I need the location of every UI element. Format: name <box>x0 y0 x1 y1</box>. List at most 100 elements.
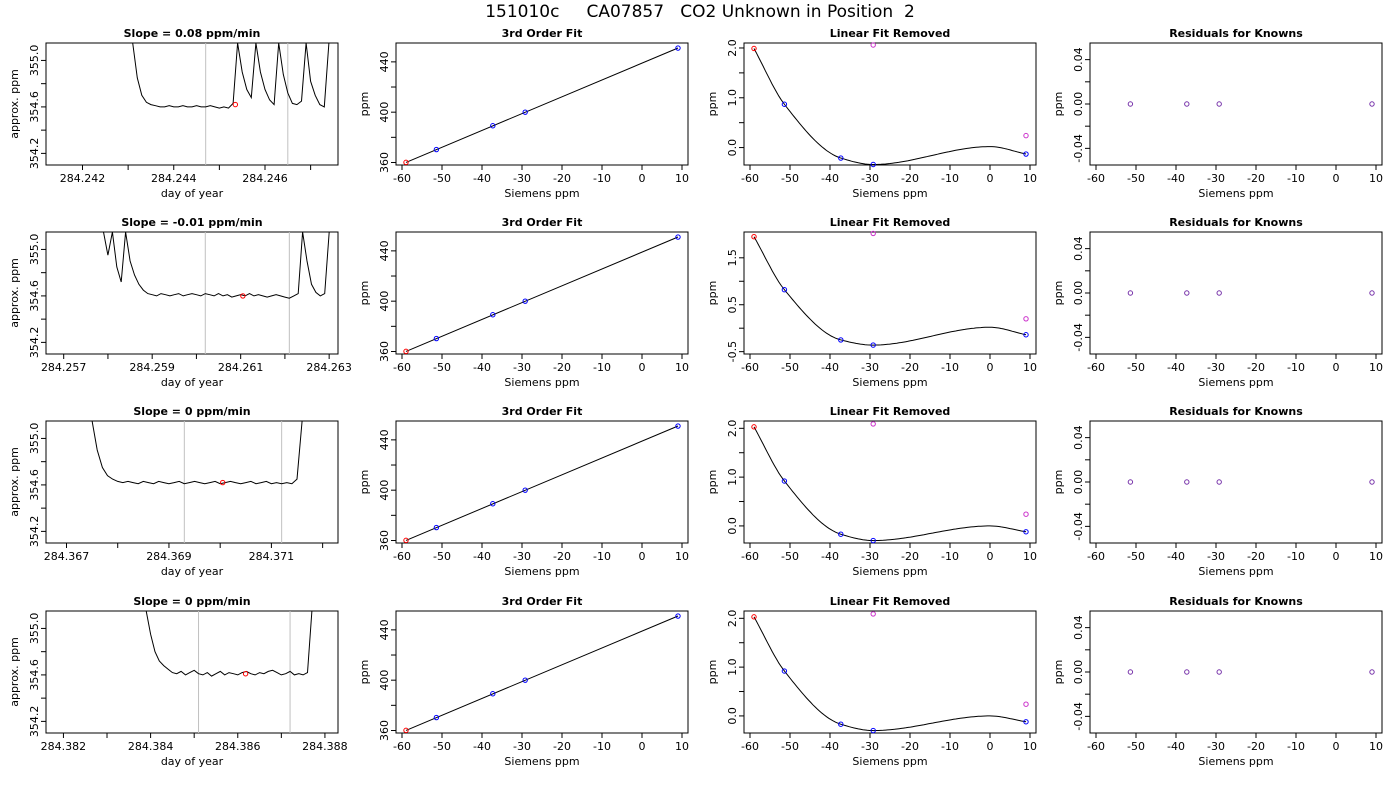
y-tick-label: 354.2 <box>28 327 41 359</box>
y-tick-label: 360 <box>378 720 391 741</box>
data-point-known-points <box>1023 719 1029 725</box>
data-point-known-points <box>433 146 440 153</box>
x-tick-label: 10 <box>1369 172 1383 185</box>
data-point-current-point <box>403 159 409 166</box>
x-tick-label: -40 <box>473 550 491 563</box>
data-point-residual-points <box>1184 669 1190 675</box>
series-line <box>132 43 330 109</box>
chart-title: 3rd Order Fit <box>502 27 583 40</box>
data-point-known-points <box>781 478 788 484</box>
y-tick-label: 1.0 <box>726 658 739 676</box>
chart-title: Slope = 0 ppm/min <box>133 405 250 418</box>
y-tick-label: 355.0 <box>28 423 41 455</box>
x-tick-label: -30 <box>1207 172 1225 185</box>
x-tick-label: -60 <box>1087 172 1105 185</box>
data-point-residual-points <box>1369 290 1375 296</box>
data-point-residual-points <box>1184 290 1190 296</box>
x-tick-label: 10 <box>1023 361 1037 374</box>
x-tick-label: 10 <box>675 550 689 563</box>
x-tick-label: -40 <box>473 740 491 753</box>
y-tick-label: 400 <box>378 480 391 501</box>
x-axis-label: Siemens ppm <box>504 187 579 200</box>
x-tick-label: -60 <box>393 550 411 563</box>
data-point-known-points <box>838 531 844 537</box>
plot-frame <box>395 420 689 544</box>
y-tick-label: 2.0 <box>726 610 739 628</box>
series-line <box>405 47 679 163</box>
x-tick-label: 0 <box>639 740 646 753</box>
x-axis-label: Siemens ppm <box>852 565 927 578</box>
data-point-known-points <box>781 668 788 674</box>
y-tick-label: -0.04 <box>1072 134 1085 162</box>
x-tick-label: 284.369 <box>146 550 192 563</box>
x-tick-label: 284.371 <box>249 550 295 563</box>
data-point-residual-points <box>1127 669 1134 675</box>
chart-title: 3rd Order Fit <box>502 216 583 229</box>
plot-frame <box>1089 420 1383 544</box>
series-line <box>103 232 330 299</box>
y-tick-label: 354.6 <box>28 469 41 501</box>
chart-fit-row-4: 3rd Order Fit -60 -50 -40 -30 -20 -10 0 10 Siemen… <box>358 595 689 768</box>
data-point-residual-points <box>1127 290 1134 296</box>
fit-curve <box>753 426 1027 542</box>
y-tick-label: 0.04 <box>1072 236 1085 260</box>
data-point-known-points <box>1023 151 1029 157</box>
x-tick-label: 10 <box>1369 740 1383 753</box>
data-point-current-point <box>403 727 409 734</box>
plot-frame <box>45 231 339 355</box>
x-tick-label: -30 <box>513 550 531 563</box>
x-tick-label: -50 <box>781 550 799 563</box>
data-point-current-point <box>242 671 249 677</box>
chart-residuals-row-3: Residuals for Knowns -60 -50 -40 -30 -20 -10 0 1… <box>1052 405 1383 578</box>
chart-trace-row-3: Slope = 0 ppm/min 284.367 284.369 284.371 da… <box>8 405 339 578</box>
x-tick-label: 284.246 <box>242 172 288 185</box>
y-tick-label: 440 <box>378 240 391 261</box>
x-tick-label: -40 <box>1167 740 1185 753</box>
data-point-current-point <box>403 348 409 355</box>
x-tick-label: -30 <box>513 361 531 374</box>
y-axis-label: ppm <box>1052 281 1065 306</box>
x-tick-label: -60 <box>741 740 759 753</box>
data-point-current-point <box>232 101 239 108</box>
x-axis-label: Siemens ppm <box>504 565 579 578</box>
x-tick-label: -10 <box>1287 361 1305 374</box>
data-point-known-points <box>490 501 496 507</box>
x-tick-label: -50 <box>433 361 451 374</box>
data-point-current-point <box>751 424 757 430</box>
fit-curve <box>753 616 1027 732</box>
x-tick-label: 284.263 <box>306 361 352 374</box>
data-point-known-points <box>838 155 844 161</box>
y-tick-label: 400 <box>378 102 391 123</box>
x-tick-label: -60 <box>393 740 411 753</box>
data-point-known-points <box>870 727 876 734</box>
fit-curve <box>753 236 1027 346</box>
x-tick-label: 0 <box>1333 740 1340 753</box>
data-point-known-points <box>433 524 440 531</box>
x-tick-label: 10 <box>675 172 689 185</box>
x-axis-label: Siemens ppm <box>852 187 927 200</box>
data-point-unknown-point <box>1023 316 1029 322</box>
data-point-unknown-point <box>1023 701 1029 707</box>
x-axis-label: Siemens ppm <box>1198 187 1273 200</box>
data-point-known-points <box>522 109 528 115</box>
chart-linear_removed-row-4: Linear Fit Removed -60 -50 -40 -30 -20 -10 0 10 S… <box>706 595 1037 768</box>
chart-residuals-row-4: Residuals for Knowns -60 -50 -40 -30 -20 -10 0 1… <box>1052 595 1383 768</box>
data-point-residual-points <box>1216 101 1222 107</box>
x-tick-label: -50 <box>781 172 799 185</box>
y-tick-label: 440 <box>378 429 391 450</box>
y-tick-label: 0.0 <box>726 517 739 535</box>
x-tick-label: 0 <box>639 550 646 563</box>
chart-title: Slope = 0.08 ppm/min <box>124 27 261 40</box>
y-tick-label: 354.6 <box>28 659 41 691</box>
y-tick-label: 354.6 <box>28 280 41 312</box>
x-tick-label: -20 <box>1247 740 1265 753</box>
chart-linear_removed-row-1: Linear Fit Removed -60 -50 -40 -30 -20 -10 0 10 S… <box>706 27 1037 200</box>
data-point-known-points <box>870 161 876 168</box>
data-point-known-points <box>838 721 844 727</box>
y-axis-label: ppm <box>706 660 719 685</box>
x-tick-label: -20 <box>1247 550 1265 563</box>
y-tick-label: 355.0 <box>28 234 41 266</box>
x-tick-label: 284.382 <box>41 740 87 753</box>
x-tick-label: -20 <box>1247 361 1265 374</box>
y-tick-label: 0.5 <box>726 296 739 314</box>
